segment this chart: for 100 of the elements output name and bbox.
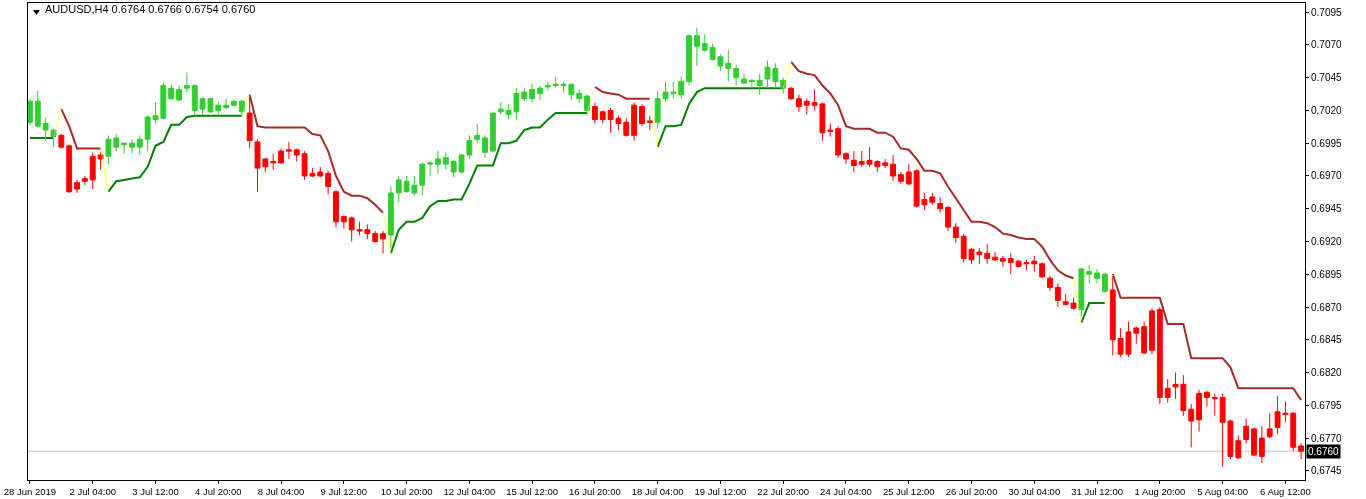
y-tick-label: 0.6920 [1311, 236, 1343, 247]
x-tick-label: 2 Jul 04:00 [69, 486, 116, 498]
candlestick [238, 99, 245, 118]
x-tick-label: 31 Jul 12:00 [1071, 486, 1123, 498]
candlestick [890, 154, 896, 182]
candlestick [278, 147, 284, 165]
x-tick-label: 4 Jul 20:00 [195, 486, 242, 498]
x-tick-label: 9 Jul 12:00 [320, 486, 368, 498]
x-tick-label: 3 Jul 12:00 [132, 486, 179, 498]
candlestick [1211, 393, 1218, 417]
candlestick [1101, 272, 1108, 294]
candlestick [176, 85, 182, 102]
x-tick-label: 1 Aug 20:00 [1134, 486, 1186, 498]
candlestick [693, 27, 700, 67]
candlestick [1078, 267, 1085, 317]
chart-title: AUDUSD,H4 0.6764 0.6766 0.6754 0.6760 [45, 2, 256, 15]
candlestick [372, 230, 379, 244]
candlestick [795, 94, 802, 113]
candlestick [129, 138, 135, 155]
candlestick [97, 151, 104, 170]
y-tick-label: 0.6970 [1311, 170, 1343, 182]
candlestick [945, 205, 951, 232]
x-tick-label: 24 Jul 04:00 [820, 486, 872, 498]
candlestick [223, 98, 230, 109]
x-tick-label: 22 Jul 20:00 [757, 486, 810, 498]
candlestick [646, 115, 653, 131]
candlestick [1054, 282, 1061, 308]
candlestick [34, 90, 41, 128]
candlestick [136, 134, 143, 156]
candlestick [1109, 273, 1116, 357]
x-tick-label: 16 Jul 20:00 [569, 486, 621, 498]
candlestick [850, 150, 857, 173]
y-tick-label: 0.6870 [1311, 301, 1343, 313]
candlestick [1149, 307, 1155, 355]
candlestick [952, 222, 959, 244]
candlestick [992, 251, 998, 262]
candlestick [427, 161, 434, 177]
candlestick [333, 189, 339, 228]
candlestick [89, 151, 96, 190]
candlestick [489, 112, 496, 153]
candlestick [1243, 417, 1250, 444]
candlestick [639, 103, 645, 127]
candlestick [1164, 378, 1171, 404]
candlestick [537, 85, 543, 101]
candlestick [435, 150, 441, 174]
candlestick [843, 151, 849, 165]
candlestick [1258, 425, 1265, 464]
x-tick-label: 25 Jul 12:00 [882, 486, 935, 498]
candlestick [599, 109, 606, 125]
y-tick-label: 0.6945 [1311, 203, 1343, 215]
x-tick-label: 10 Jul 20:00 [380, 486, 433, 498]
candlestick [544, 81, 551, 92]
candlestick [293, 147, 300, 163]
candlestick [748, 78, 755, 89]
candlestick [882, 158, 889, 169]
candlestick [191, 83, 198, 117]
candlestick [999, 255, 1006, 267]
y-tick-label: 0.6820 [1311, 367, 1343, 379]
x-tick-label: 19 Jul 12:00 [694, 486, 747, 498]
candlestick [741, 73, 747, 85]
candlestick [168, 83, 175, 101]
candlestick [1266, 412, 1273, 439]
x-tick-label: 26 Jul 20:00 [945, 486, 998, 498]
x-tick-label: 8 Jul 04:00 [257, 486, 305, 498]
candlestick [835, 125, 842, 159]
candlestick [28, 98, 33, 126]
y-tick-label: 0.6770 [1311, 432, 1343, 444]
candlestick [756, 73, 763, 96]
candlestick [1039, 261, 1046, 279]
candlestick [1290, 411, 1297, 452]
y-tick-label: 0.6745 [1311, 465, 1343, 477]
x-tick-label: 18 Jul 04:00 [631, 486, 684, 498]
candlestick [325, 170, 332, 195]
candlestick [183, 71, 190, 93]
candlestick [1298, 442, 1305, 460]
candlestick [1196, 389, 1203, 433]
candlestick [121, 142, 128, 155]
candlestick [631, 102, 638, 142]
candlestick [584, 94, 590, 117]
candlestick [66, 144, 73, 194]
y-tick-label: 0.6845 [1311, 334, 1343, 346]
y-tick-label: 0.6995 [1311, 137, 1343, 149]
candlestick [387, 185, 394, 249]
candlestick [1188, 403, 1195, 448]
candlestick [905, 163, 912, 186]
candlestick [58, 133, 65, 149]
candlestick [1086, 264, 1093, 284]
candlestick [686, 33, 692, 87]
y-tick-label: 0.7095 [1311, 6, 1343, 18]
x-tick-label: 15 Jul 12:00 [506, 486, 559, 498]
candlestick [270, 153, 277, 170]
y-tick-label: 0.7070 [1311, 39, 1343, 51]
candlestick [803, 98, 810, 115]
candlestick [497, 102, 504, 115]
candlestick [1007, 252, 1014, 275]
y-tick-label: 0.7020 [1311, 104, 1343, 116]
x-tick-label: 6 Aug 12:00 [1260, 486, 1311, 498]
candlestick [380, 230, 386, 254]
y-tick-label: 0.6795 [1311, 399, 1343, 411]
y-tick-label: 0.7045 [1311, 72, 1343, 84]
